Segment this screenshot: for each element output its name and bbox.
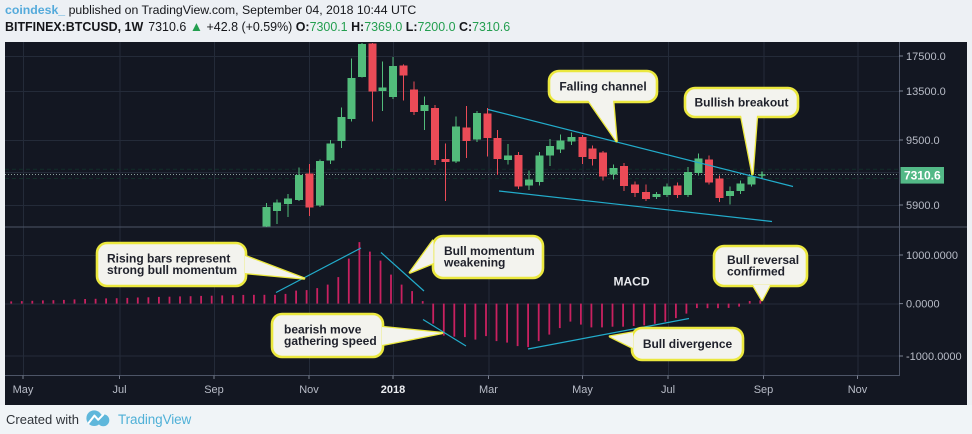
svg-text:bearish move: bearish move: [284, 323, 362, 337]
svg-text:Nov: Nov: [848, 384, 868, 396]
svg-text:gathering speed: gathering speed: [284, 334, 377, 348]
svg-text:weakening: weakening: [443, 256, 505, 270]
svg-text:Falling channel: Falling channel: [559, 79, 646, 93]
svg-text:Jul: Jul: [112, 384, 126, 396]
svg-text:0.0000: 0.0000: [906, 298, 940, 310]
svg-text:Bullish breakout: Bullish breakout: [694, 95, 788, 109]
svg-text:7310.6: 7310.6: [904, 169, 941, 183]
svg-text:Sep: Sep: [204, 384, 224, 396]
svg-text:Jul: Jul: [661, 384, 675, 396]
svg-text:2018: 2018: [381, 384, 405, 396]
svg-text:Rising bars represent: Rising bars represent: [107, 252, 230, 266]
svg-text:May: May: [13, 384, 34, 396]
svg-text:confirmed: confirmed: [727, 265, 785, 279]
svg-text:Bull reversal: Bull reversal: [727, 253, 799, 267]
svg-text:Bull divergence: Bull divergence: [643, 337, 733, 351]
svg-text:strong bull momentum: strong bull momentum: [107, 263, 237, 277]
svg-text:17500.0: 17500.0: [906, 51, 946, 63]
svg-text:Sep: Sep: [754, 384, 774, 396]
svg-text:1000.0000: 1000.0000: [906, 250, 958, 262]
svg-text:Mar: Mar: [479, 384, 498, 396]
svg-text:Bull momentum: Bull momentum: [444, 244, 535, 258]
svg-text:Nov: Nov: [299, 384, 319, 396]
svg-text:9500.0: 9500.0: [906, 135, 940, 147]
svg-text:May: May: [572, 384, 593, 396]
svg-text:5900.0: 5900.0: [906, 200, 940, 212]
svg-text:-1000.0000: -1000.0000: [906, 351, 962, 363]
svg-text:MACD: MACD: [614, 275, 650, 289]
svg-text:13500.0: 13500.0: [906, 86, 946, 98]
